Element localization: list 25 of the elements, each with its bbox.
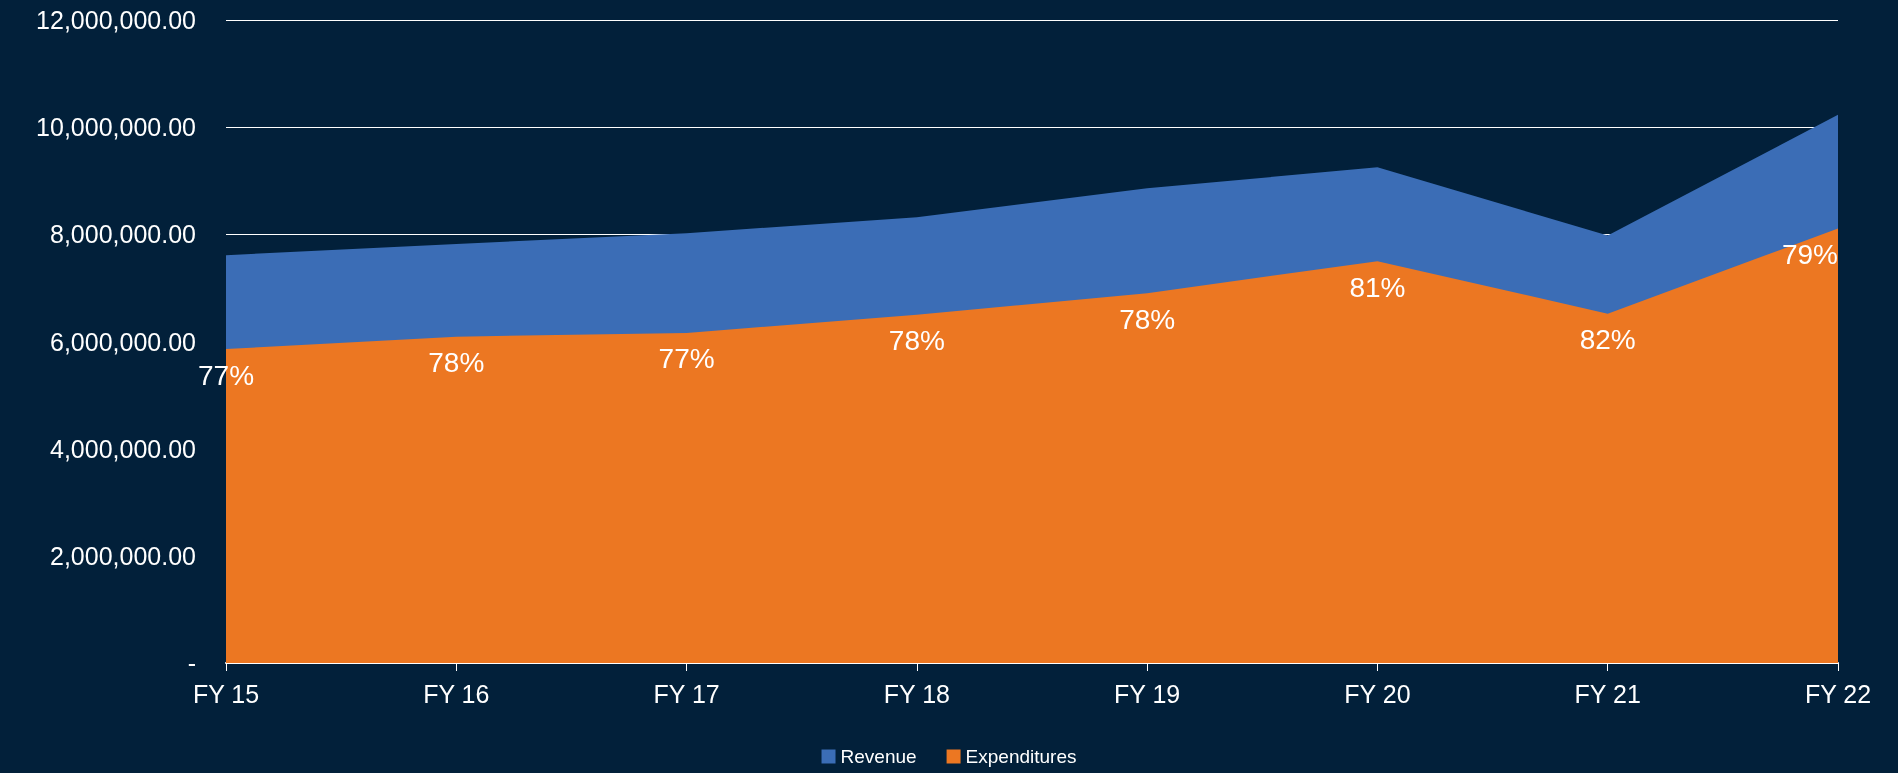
x-tick-label: FY 16 — [423, 679, 490, 708]
x-tick-label: FY 18 — [883, 679, 950, 708]
annotation: 77% — [658, 343, 715, 375]
x-tick-label: FY 20 — [1344, 679, 1411, 708]
x-tick-label: FY 19 — [1114, 679, 1181, 708]
annotation: 78% — [888, 325, 945, 357]
y-tick-label: 10,000,000.00 — [36, 113, 196, 142]
x-tick-label: FY 21 — [1574, 679, 1641, 708]
x-tick-label: FY 22 — [1804, 679, 1872, 708]
y-tick-label: 12,000,000.00 — [36, 6, 196, 34]
legend-label: Expenditures — [965, 746, 1077, 767]
annotation: 78% — [1119, 303, 1176, 335]
y-tick-label: 2,000,000.00 — [50, 541, 196, 570]
annotation: 77% — [197, 359, 255, 391]
x-tick-label: FY 17 — [653, 679, 720, 708]
annotation: 79% — [1781, 238, 1838, 270]
annotation: 78% — [428, 347, 485, 379]
legend-label: Revenue — [840, 746, 917, 767]
y-tick-label: 6,000,000.00 — [50, 327, 196, 356]
annotation: 82% — [1579, 324, 1636, 356]
y-tick-label: 4,000,000.00 — [50, 434, 196, 463]
y-tick-label: - — [187, 649, 196, 677]
annotation: 81% — [1349, 271, 1406, 303]
x-tick-label: FY 15 — [192, 679, 260, 708]
y-tick-label: 8,000,000.00 — [50, 220, 196, 249]
